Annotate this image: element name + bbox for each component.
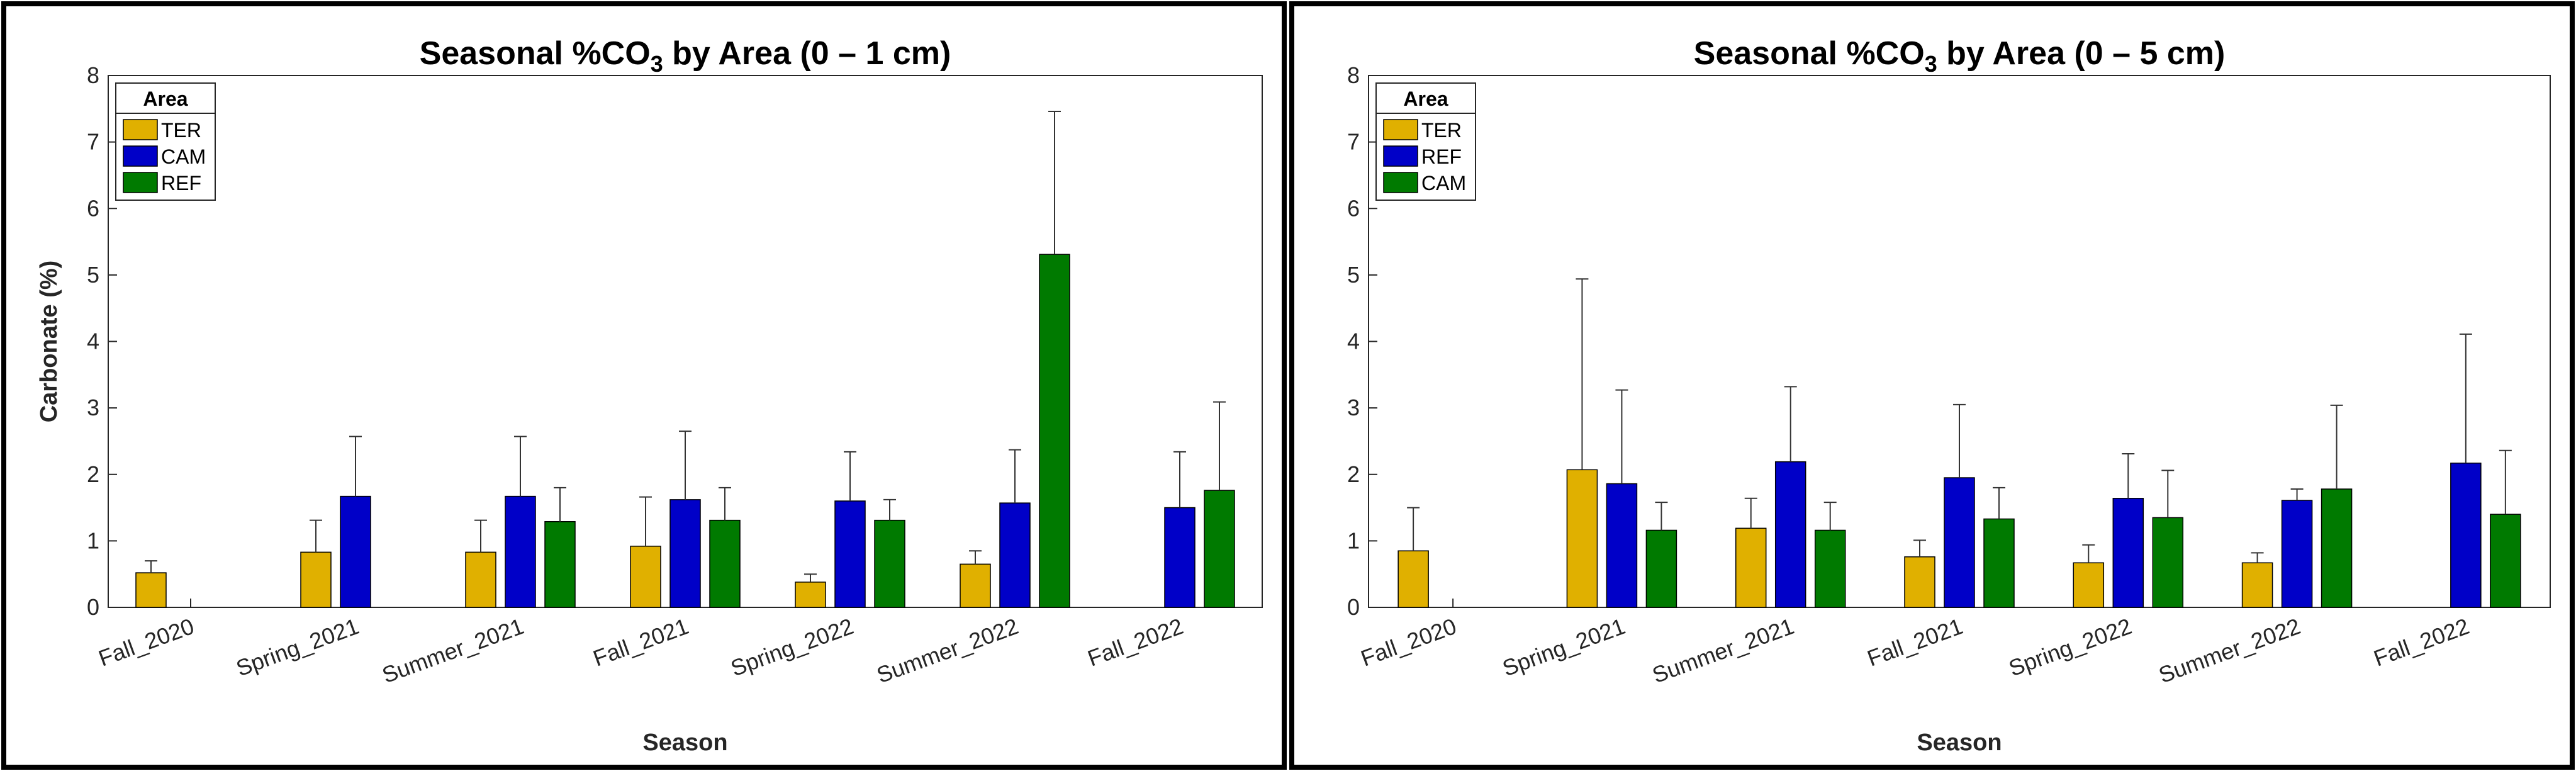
y-tick-label: 4 [1347, 329, 1360, 354]
bar-ref [1606, 483, 1638, 608]
bar-ref [874, 519, 905, 608]
bar-cam [2490, 514, 2521, 608]
bar-ter [2073, 562, 2105, 608]
bar-cam [2152, 517, 2184, 608]
bar-ter [1735, 527, 1767, 608]
y-tick-label: 2 [1347, 461, 1360, 487]
chart-title-rest: by Area (0 – 5 cm) [1937, 35, 2226, 72]
chart-title-rest: by Area (0 – 1 cm) [663, 35, 951, 72]
bar-ter [135, 572, 167, 608]
bar-ter [1397, 550, 1429, 608]
chart-title-main: Seasonal %CO [420, 35, 651, 72]
x-axis-label: Season [1917, 729, 2002, 756]
y-tick-label: 6 [87, 195, 99, 221]
legend-label-ref: REF [1421, 145, 1462, 168]
legend-swatch-ref [123, 172, 158, 193]
bar-ter [795, 582, 826, 608]
bar-cam [505, 495, 536, 608]
legend-swatch-ter [123, 119, 158, 140]
legend-label-ref: REF [161, 172, 201, 194]
legend-swatch-cam [123, 145, 158, 167]
y-tick-label: 1 [1347, 527, 1360, 553]
y-tick-label: 8 [1347, 62, 1360, 88]
y-tick-label: 6 [1347, 195, 1360, 221]
legend-label-ter: TER [1421, 119, 1462, 142]
bar-cam [2321, 488, 2353, 608]
bar-cam [999, 502, 1031, 608]
bar-cam [1983, 518, 2015, 608]
bar-cam [669, 499, 701, 608]
y-axis-label: Carbonate (%) [36, 261, 62, 423]
x-axis-label: Season [642, 729, 727, 756]
bar-ter [1904, 556, 1935, 608]
bar-ref [1774, 461, 1806, 608]
chart-title-subscript: 3 [651, 51, 663, 77]
bar-cam [340, 495, 371, 608]
bar-cam [1164, 507, 1196, 608]
legend-swatch-ref [1383, 145, 1418, 167]
bar-ter [465, 551, 496, 608]
chart-title-main: Seasonal %CO [1694, 35, 1925, 72]
bar-cam [1814, 529, 1846, 608]
y-tick-label: 3 [87, 395, 99, 420]
y-tick-label: 3 [1347, 395, 1360, 420]
legend-label-cam: CAM [1421, 172, 1466, 194]
bar-ref [544, 521, 576, 608]
y-tick-label: 5 [87, 262, 99, 288]
bar-cam [834, 500, 866, 608]
legend-title: Area [143, 87, 188, 110]
legend-label-ter: TER [161, 119, 201, 142]
bar-ter [300, 551, 332, 608]
y-tick-label: 2 [87, 461, 99, 487]
bar-ref [2450, 463, 2482, 608]
y-tick-label: 8 [87, 62, 99, 88]
bar-ref [1204, 490, 1235, 608]
y-tick-label: 0 [1347, 594, 1360, 620]
bar-cam [1645, 529, 1677, 608]
chart-title-subscript: 3 [1925, 51, 1937, 77]
legend-title: Area [1403, 87, 1448, 110]
y-tick-label: 7 [1347, 129, 1360, 155]
y-tick-label: 4 [87, 329, 99, 354]
bar-ref [709, 519, 741, 608]
legend-box [1375, 82, 1476, 201]
bar-ter [1566, 469, 1598, 608]
y-tick-label: 7 [87, 129, 99, 155]
bar-ref [2281, 500, 2313, 608]
bar-ref [2112, 498, 2144, 608]
bar-ter [630, 546, 661, 608]
legend-label-cam: CAM [161, 145, 206, 168]
legend-swatch-ter [1383, 119, 1418, 140]
bar-ref [1944, 477, 1975, 608]
chart-title: Seasonal %CO3 by Area (0 – 5 cm) [1694, 35, 2226, 77]
chart-title: Seasonal %CO3 by Area (0 – 1 cm) [420, 35, 951, 77]
y-tick-label: 1 [87, 527, 99, 553]
bar-ter [960, 563, 991, 608]
legend-swatch-cam [1383, 172, 1418, 193]
y-tick-label: 0 [87, 594, 99, 620]
y-tick-label: 5 [1347, 262, 1360, 288]
bar-ter [2241, 562, 2273, 608]
bar-ref [1039, 254, 1070, 608]
